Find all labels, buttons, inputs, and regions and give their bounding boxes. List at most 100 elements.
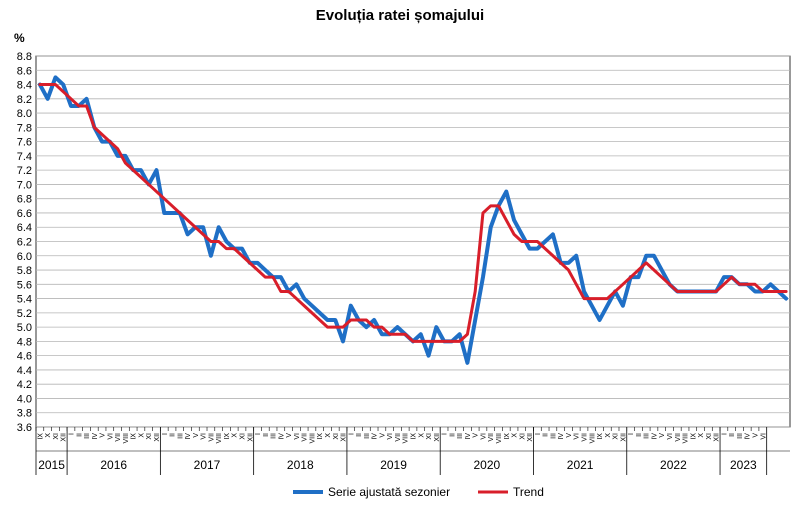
legend: Serie ajustată sezonier Trend — [293, 485, 544, 499]
x-month-label: IX — [37, 433, 44, 440]
y-tick-label: 7.2 — [17, 165, 32, 177]
x-year-label: 2015 — [38, 458, 65, 472]
x-month-label: I — [68, 433, 75, 435]
x-month-label: VI — [294, 433, 301, 440]
y-tick-label: 4.4 — [17, 365, 32, 377]
y-tick-label: 8.8 — [17, 51, 32, 63]
x-month-label: IX — [597, 433, 604, 440]
x-month-label: IX — [690, 433, 697, 440]
y-axis-unit-label: % — [14, 31, 25, 45]
x-month-label: IX — [224, 433, 231, 440]
x-month-label: X — [232, 433, 239, 438]
x-month-label: XI — [146, 433, 153, 440]
x-month-label: V — [659, 433, 666, 438]
trend-series-line — [38, 83, 788, 343]
x-year-label: 2020 — [473, 458, 500, 472]
y-tick-label: 5.2 — [17, 308, 32, 320]
x-month-label: IX — [411, 433, 418, 440]
x-month-label: I — [721, 433, 728, 435]
x-month-label: IV — [558, 433, 565, 440]
x-month-label: XI — [613, 433, 620, 440]
x-month-label: X — [605, 433, 612, 438]
x-year-label: 2021 — [567, 458, 594, 472]
y-axis: 3.6 3.8 4.0 4.2 4.4 4.6 4.8 5.0 5.2 5.4 5.6 5.8 6.0 6… — [17, 51, 32, 434]
x-month-label: I — [162, 433, 169, 435]
x-year-label: 2016 — [100, 458, 127, 472]
y-tick-label: 6.0 — [17, 251, 32, 263]
x-month-label: VII — [582, 433, 589, 442]
x-month-label: VIII — [403, 433, 410, 444]
x-month-label: VI — [107, 433, 114, 440]
y-tick-label: 5.8 — [17, 265, 32, 277]
y-tick-label: 5.0 — [17, 322, 32, 334]
seasonally-adjusted-series-line — [37, 75, 789, 365]
x-month-label: V — [193, 433, 200, 438]
chart-title: Evoluția ratei șomajului — [316, 7, 484, 24]
x-month-label: VIII — [683, 433, 690, 444]
x-month-label: II — [636, 433, 643, 437]
y-tick-label: 8.6 — [17, 65, 32, 77]
x-month-label: IV — [465, 433, 472, 440]
x-month-label: XII — [434, 433, 441, 442]
x-year-label: 2019 — [380, 458, 407, 472]
x-month-label: II — [263, 433, 270, 437]
x-month-label: X — [325, 433, 332, 438]
x-month-label: IV — [278, 433, 285, 440]
y-tick-label: 4.8 — [17, 336, 32, 348]
y-tick-label: 3.6 — [17, 422, 32, 434]
x-month-label: II — [170, 433, 177, 437]
x-month-label: VIII — [123, 433, 130, 444]
x-year-label: 2017 — [194, 458, 221, 472]
x-month-label: III — [364, 433, 371, 439]
x-month-label: I — [628, 433, 635, 435]
gridlines — [36, 55, 790, 428]
x-month-label: III — [177, 433, 184, 439]
x-month-label: VII — [488, 433, 495, 442]
x-month-label: VII — [208, 433, 215, 442]
x-month-label: VI — [760, 433, 767, 440]
x-year-label: 2023 — [730, 458, 757, 472]
x-month-label: II — [76, 433, 83, 437]
x-month-label: III — [644, 433, 651, 439]
x-month-label: IX — [504, 433, 511, 440]
x-month-label: I — [535, 433, 542, 435]
x-month-label: XI — [706, 433, 713, 440]
x-month-label: VI — [667, 433, 674, 440]
x-month-label: III — [271, 433, 278, 439]
x-month-label: III — [84, 433, 91, 439]
x-year-label: 2018 — [287, 458, 314, 472]
x-month-label: II — [356, 433, 363, 437]
series-lines — [37, 75, 789, 365]
x-month-label: V — [100, 433, 107, 438]
x-month-label: X — [698, 433, 705, 438]
x-month-label: VIII — [589, 433, 596, 444]
y-tick-label: 7.0 — [17, 179, 32, 191]
x-month-label: III — [457, 433, 464, 439]
x-month-label: VIII — [216, 433, 223, 444]
x-month-label: V — [379, 433, 386, 438]
x-month-label: X — [512, 433, 519, 438]
y-tick-label: 8.2 — [17, 94, 32, 106]
x-month-label: IV — [745, 433, 752, 440]
x-month-label: X — [418, 433, 425, 438]
x-month-label: XII — [620, 433, 627, 442]
x-month-label: V — [286, 433, 293, 438]
x-month-label: X — [45, 433, 52, 438]
y-tick-label: 4.6 — [17, 351, 32, 363]
y-tick-label: 7.4 — [17, 151, 32, 163]
x-month-label: XI — [333, 433, 340, 440]
x-month-label: I — [255, 433, 262, 435]
x-year-label: 2022 — [660, 458, 687, 472]
y-tick-label: 5.6 — [17, 279, 32, 291]
x-month-label: XI — [519, 433, 526, 440]
x-month-label: II — [449, 433, 456, 437]
y-tick-label: 6.4 — [17, 222, 32, 234]
x-month-label: VI — [480, 433, 487, 440]
x-month-label: VIII — [496, 433, 503, 444]
x-month-label: VI — [387, 433, 394, 440]
y-tick-label: 6.6 — [17, 208, 32, 220]
x-month-label: IV — [651, 433, 658, 440]
y-tick-label: 6.2 — [17, 237, 32, 249]
